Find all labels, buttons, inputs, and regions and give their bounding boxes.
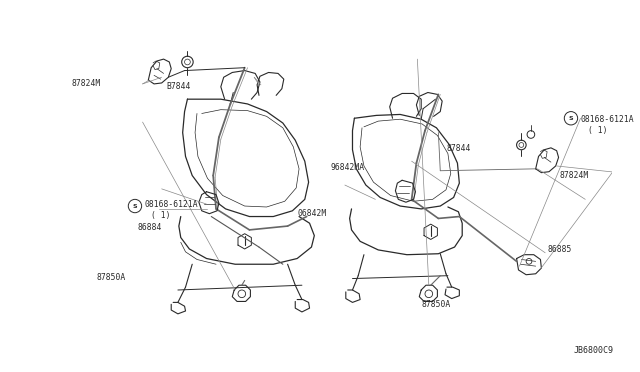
Text: 87850A: 87850A — [97, 273, 126, 282]
Text: 96842MA: 96842MA — [330, 163, 365, 172]
Text: 87824M: 87824M — [71, 79, 100, 89]
Text: 86884: 86884 — [138, 224, 162, 232]
Text: ( 1): ( 1) — [151, 211, 171, 220]
Text: 87824M: 87824M — [559, 171, 589, 180]
Text: 87850A: 87850A — [421, 300, 451, 309]
Text: B7844: B7844 — [166, 82, 191, 91]
Text: 08168-6121A: 08168-6121A — [580, 115, 634, 124]
Text: 87844: 87844 — [447, 144, 471, 153]
Text: S: S — [569, 116, 573, 121]
Text: 08168-6121A: 08168-6121A — [145, 200, 198, 209]
Text: S: S — [132, 203, 137, 209]
Text: ( 1): ( 1) — [588, 126, 607, 135]
Text: JB6800C9: JB6800C9 — [574, 346, 614, 355]
Text: 06842M: 06842M — [297, 209, 326, 218]
Text: 86885: 86885 — [547, 246, 572, 254]
